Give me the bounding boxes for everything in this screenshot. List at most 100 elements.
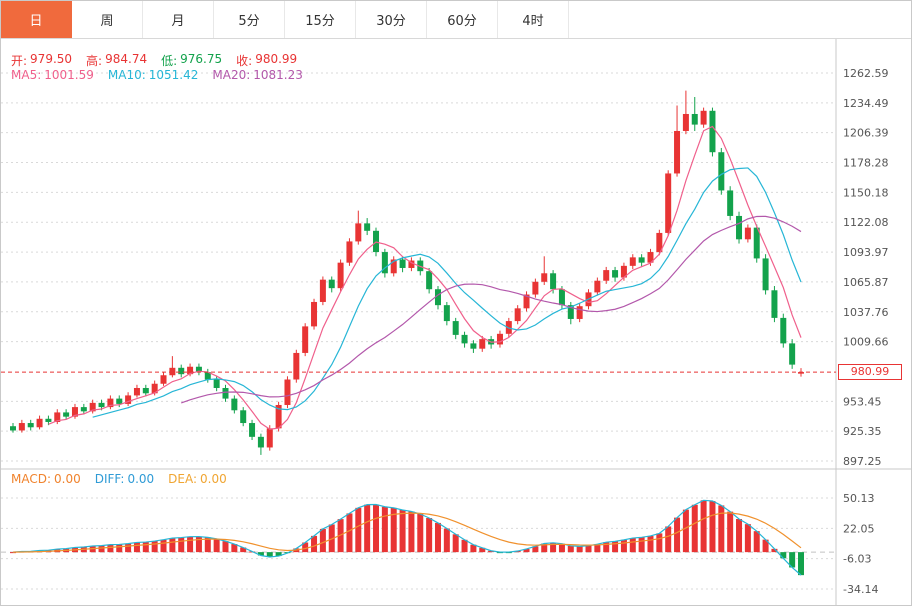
ma10-label: MA10: (107, 68, 146, 82)
candle-body (142, 387, 149, 394)
macd-histogram-bar (541, 543, 548, 553)
macd-histogram-bar (674, 517, 681, 553)
macd-histogram-bar (620, 539, 627, 553)
macd-histogram-bar (665, 526, 672, 553)
macd-histogram-bar (443, 528, 450, 553)
candle-body (328, 279, 335, 289)
macd-histogram-bar (346, 513, 353, 553)
macd-histogram-bar (311, 535, 318, 553)
macd-histogram-bar (780, 552, 787, 559)
candle-body (284, 379, 291, 405)
candle-body (160, 375, 167, 384)
candle-body (550, 273, 557, 290)
macd-histogram-bar (328, 524, 335, 553)
macd-histogram-bar (364, 504, 371, 553)
candle-body (674, 130, 681, 174)
dea-value: 0.00 (200, 472, 227, 486)
candle-body (107, 398, 114, 408)
macd-histogram-bar (408, 511, 415, 553)
price-axis-label: 1262.59 (843, 67, 889, 80)
tab-4hour[interactable]: 4时 (498, 1, 569, 38)
candle-body (452, 321, 459, 335)
price-axis-label: 1178.28 (843, 157, 889, 170)
candle-body (620, 265, 627, 278)
dea-label: DEA: (168, 472, 198, 486)
high-label: 高: (86, 54, 103, 68)
candle-body (682, 113, 689, 131)
price-axis-label: 953.45 (843, 395, 882, 408)
price-axis-label: 1037.76 (843, 306, 889, 319)
candle-body (249, 423, 256, 437)
candle-body (98, 402, 105, 408)
tab-30min[interactable]: 30分 (356, 1, 427, 38)
macd-histogram-bar (381, 506, 388, 553)
macd-histogram-bar (213, 538, 220, 553)
macd-histogram-bar (399, 509, 406, 553)
macd-histogram-bar (682, 509, 689, 553)
candle-body (80, 407, 87, 412)
candle-body (355, 223, 362, 242)
candle-body (169, 367, 176, 376)
macd-histogram-bar (178, 537, 185, 553)
price-axis-label: 1234.49 (843, 97, 889, 110)
low-label: 低: (161, 54, 178, 68)
candle-body (257, 436, 264, 448)
macd-histogram-bar (266, 552, 273, 557)
tab-month[interactable]: 月 (143, 1, 214, 38)
ma-readout: MA5: 1001.59 MA10: 1051.42 MA20: 1081.23 (11, 68, 303, 82)
macd-histogram-bar (523, 548, 530, 553)
tab-day[interactable]: 日 (1, 1, 72, 38)
candle-body (514, 308, 521, 322)
price-axis-label: 897.25 (843, 455, 882, 468)
macd-histogram-bar (612, 541, 619, 553)
candle-body (638, 257, 645, 263)
macd-readout: MACD: 0.00 DIFF: 0.00 DEA: 0.00 (11, 472, 227, 486)
candle-body (612, 270, 619, 278)
candle-body (45, 418, 52, 422)
candle-body (753, 227, 760, 259)
tab-week[interactable]: 周 (72, 1, 143, 38)
ma20-line (181, 215, 802, 404)
macd-histogram-bar (567, 545, 574, 553)
candle-body (116, 398, 123, 404)
candle-body (470, 343, 477, 349)
candle-body (532, 281, 539, 295)
macd-histogram-bar (160, 539, 167, 553)
candle-body (647, 252, 654, 263)
macd-histogram-bar (647, 535, 654, 553)
kline-chart[interactable]: 1262.59 1234.49 1206.39 1178.28 1150.18 1122.… (1, 39, 912, 606)
macd-histogram-bar (470, 544, 477, 553)
macd-histogram-bar (373, 504, 380, 553)
macd-histogram-bar (718, 505, 725, 553)
candle-body (204, 372, 211, 380)
candle-body (319, 279, 326, 302)
candle-body (665, 173, 672, 233)
candle-body (390, 259, 397, 274)
candle-body (567, 305, 574, 319)
macd-histogram-bar (594, 544, 601, 553)
tab-15min[interactable]: 15分 (285, 1, 356, 38)
candle-body (523, 294, 530, 309)
macd-histogram-bar (125, 543, 132, 553)
tab-60min[interactable]: 60分 (427, 1, 498, 38)
candle-body (63, 412, 70, 417)
candle-body (780, 317, 787, 344)
ohlc-readout: 开: 979.50 高: 984.74 低: 976.75 收: 980.99 (11, 52, 297, 69)
macd-histogram-bar (434, 522, 441, 553)
macd-histogram-bar (558, 543, 565, 553)
macd-histogram-bar (355, 507, 362, 553)
period-tabbar: 日周月 5分 15分 30分 60分 4时 (1, 1, 911, 39)
candle-body (691, 113, 698, 125)
macd-histogram-bar (417, 514, 424, 553)
tab-5min[interactable]: 5分 (214, 1, 285, 38)
candle-body (133, 387, 140, 396)
candle-body (771, 290, 778, 318)
macd-histogram-bar (576, 546, 583, 553)
macd-label: MACD: (11, 472, 52, 486)
candle-body (275, 404, 282, 429)
macd-histogram-bar (169, 538, 176, 553)
ma5-value: 1001.59 (44, 68, 94, 82)
macd-axis-label: -34.14 (843, 583, 878, 596)
candle-body (151, 383, 158, 394)
